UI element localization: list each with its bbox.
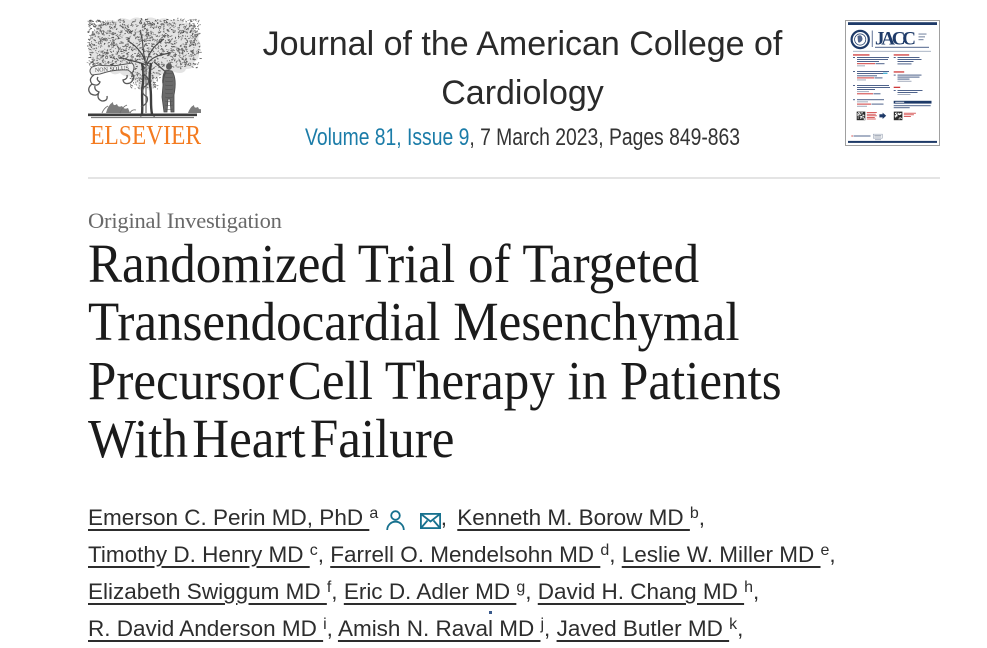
svg-text:NON SOLUS: NON SOLUS bbox=[95, 66, 129, 74]
svg-text:JACC: JACC bbox=[875, 29, 916, 50]
